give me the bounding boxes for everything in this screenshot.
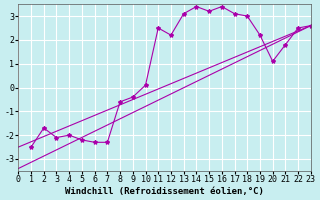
X-axis label: Windchill (Refroidissement éolien,°C): Windchill (Refroidissement éolien,°C): [65, 187, 264, 196]
